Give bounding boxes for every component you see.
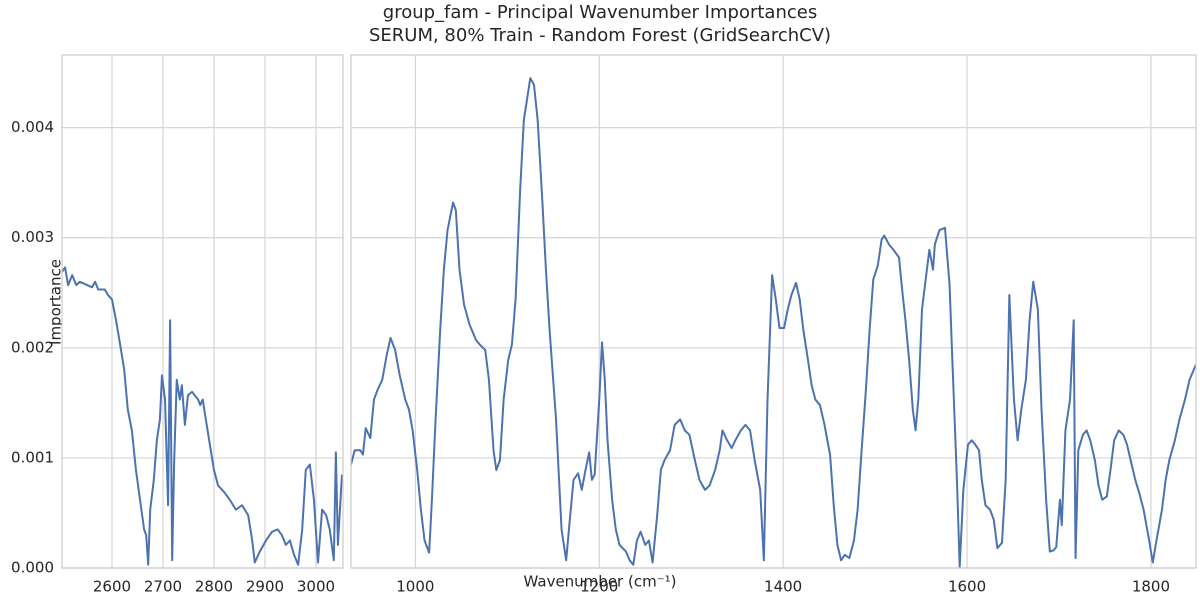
x-axis-label: Wavenumber (cm⁻¹) — [524, 573, 677, 591]
x-tick-label: 1400 — [764, 578, 802, 596]
chart-subtitle: SERUM, 80% Train - Random Forest (GridSe… — [369, 25, 831, 46]
y-tick-label: 0.000 — [11, 559, 54, 577]
x-tick-label: 2800 — [195, 578, 233, 596]
data-line — [351, 77, 1196, 568]
plot-area — [351, 55, 1196, 568]
x-tick-label: 3000 — [297, 578, 335, 596]
x-tick-label: 1000 — [396, 578, 434, 596]
x-tick-label: 1800 — [1132, 578, 1170, 596]
y-tick-label: 0.002 — [11, 338, 54, 356]
chart-title: group_fam - Principal Wavenumber Importa… — [383, 2, 817, 23]
x-tick-label: 2700 — [144, 578, 182, 596]
y-tick-label: 0.004 — [11, 118, 54, 136]
y-axis-label: Importance — [47, 259, 65, 345]
x-tick-label: 1200 — [580, 578, 618, 596]
x-tick-label: 2600 — [93, 578, 131, 596]
x-tick-label: 2900 — [246, 578, 284, 596]
x-tick-label: 1600 — [948, 578, 986, 596]
plot-frame — [61, 54, 344, 569]
plot-frame — [350, 54, 1197, 569]
data-line — [62, 266, 343, 566]
plot-area — [62, 55, 343, 568]
y-tick-label: 0.001 — [11, 448, 54, 466]
y-tick-label: 0.003 — [11, 228, 54, 246]
